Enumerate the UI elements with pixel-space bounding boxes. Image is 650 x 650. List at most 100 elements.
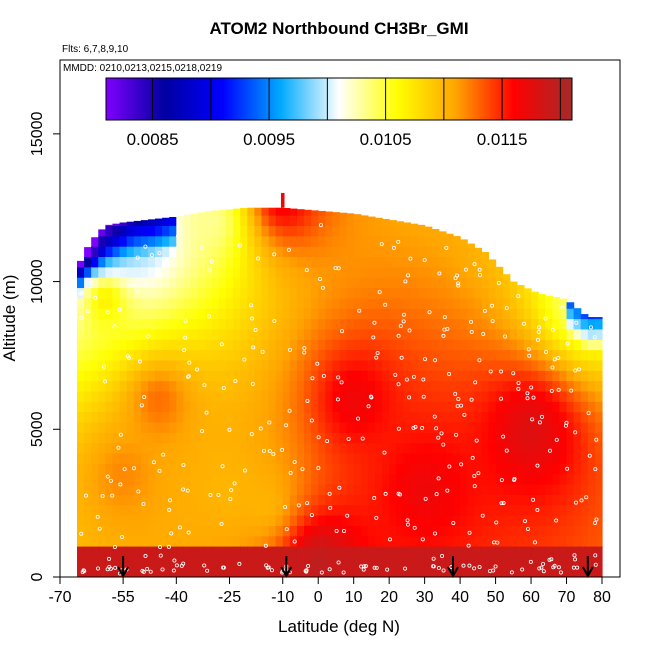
field-cell — [225, 209, 234, 216]
field-cell — [176, 390, 185, 402]
field-cell — [218, 256, 227, 268]
field-cell — [403, 442, 412, 454]
field-cell — [509, 308, 518, 320]
field-cell — [325, 535, 334, 547]
field-cell — [140, 504, 149, 516]
measurement-point — [292, 539, 297, 544]
field-cell — [353, 246, 362, 258]
field-cell — [438, 483, 447, 495]
field-cell — [580, 411, 589, 423]
field-cell — [488, 277, 497, 289]
field-cell — [374, 256, 383, 268]
field-cell — [91, 525, 99, 537]
field-cell — [225, 328, 234, 340]
field-cell — [538, 359, 546, 371]
field-cell — [382, 463, 390, 475]
field-cell — [183, 339, 192, 351]
field-cell — [190, 277, 199, 289]
measurement-point — [434, 492, 439, 497]
field-cell — [211, 297, 220, 309]
field-cell — [573, 328, 582, 340]
field-cell — [296, 545, 305, 557]
field-cell — [573, 401, 582, 413]
field-cell — [77, 452, 85, 464]
field-cell — [460, 545, 468, 557]
field-cell — [105, 566, 114, 577]
field-cell — [268, 256, 277, 268]
field-cell — [126, 380, 135, 392]
field-cell — [218, 328, 227, 340]
field-cell — [112, 339, 121, 351]
measurement-point — [146, 334, 151, 339]
field-cell — [105, 514, 114, 526]
field-cell — [580, 525, 589, 537]
field-cell — [254, 328, 263, 340]
field-cell — [155, 308, 163, 320]
field-cell — [424, 473, 433, 485]
measurement-point — [105, 474, 110, 479]
field-cell — [580, 452, 589, 464]
measurement-point — [179, 563, 184, 568]
field-cell — [417, 494, 426, 506]
field-cell — [417, 256, 426, 268]
field-cell — [538, 525, 546, 537]
field-cell — [587, 317, 596, 320]
field-cell — [360, 442, 369, 454]
field-cell — [424, 483, 433, 495]
field-cell — [481, 287, 490, 299]
field-cell — [332, 390, 341, 402]
field-cell — [545, 483, 553, 495]
field-cell — [502, 308, 511, 320]
field-cell — [417, 432, 426, 444]
measurement-point — [103, 379, 108, 384]
field-cell — [460, 390, 468, 402]
field-cell — [304, 463, 312, 475]
field-cell — [552, 370, 561, 382]
field-cell — [467, 349, 475, 361]
field-cell — [587, 525, 596, 537]
y-tick-label: 0 — [29, 572, 46, 581]
measurement-point — [592, 335, 597, 340]
field-cell — [403, 370, 412, 382]
field-cell — [389, 235, 397, 247]
field-cell — [112, 442, 121, 454]
field-cell — [105, 359, 114, 371]
field-cell — [566, 525, 575, 537]
field-cell — [91, 246, 99, 258]
field-cell — [225, 266, 234, 278]
field-cell — [360, 370, 369, 382]
field-cell — [453, 463, 461, 475]
field-cell — [112, 494, 121, 506]
field-cell — [169, 266, 177, 278]
field-cell — [275, 401, 284, 413]
field-cell — [389, 266, 397, 278]
field-cell — [268, 514, 277, 526]
field-cell — [261, 235, 270, 247]
field-cell — [162, 525, 170, 537]
measurement-point — [80, 290, 85, 295]
field-cell — [254, 215, 263, 227]
field-cell — [133, 256, 142, 268]
field-cell — [162, 318, 170, 330]
field-cell — [211, 483, 220, 495]
field-cell — [155, 483, 163, 495]
field-cell — [580, 339, 589, 351]
measurement-point — [172, 558, 177, 563]
field-cell — [467, 390, 475, 402]
measurement-point — [478, 273, 483, 278]
field-cell — [254, 525, 263, 537]
field-cell — [367, 483, 376, 495]
field-cell — [225, 411, 234, 423]
field-cell — [374, 452, 383, 464]
field-cell — [403, 339, 412, 351]
field-cell — [155, 463, 163, 475]
field-cell — [147, 328, 156, 340]
field-cell — [495, 266, 504, 278]
field-cell — [140, 308, 149, 320]
field-cell — [523, 308, 532, 320]
field-cell — [587, 463, 596, 475]
measurement-point — [249, 303, 254, 308]
field-cell — [594, 349, 603, 361]
field-cell — [318, 463, 326, 475]
field-cell — [460, 525, 468, 537]
